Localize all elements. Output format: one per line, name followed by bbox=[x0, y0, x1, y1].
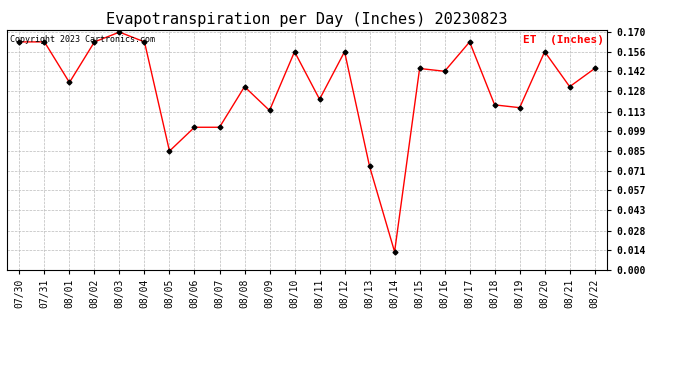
Text: ET  (Inches): ET (Inches) bbox=[523, 35, 604, 45]
Text: Copyright 2023 Cartronics.com: Copyright 2023 Cartronics.com bbox=[10, 35, 155, 44]
Title: Evapotranspiration per Day (Inches) 20230823: Evapotranspiration per Day (Inches) 2023… bbox=[106, 12, 508, 27]
